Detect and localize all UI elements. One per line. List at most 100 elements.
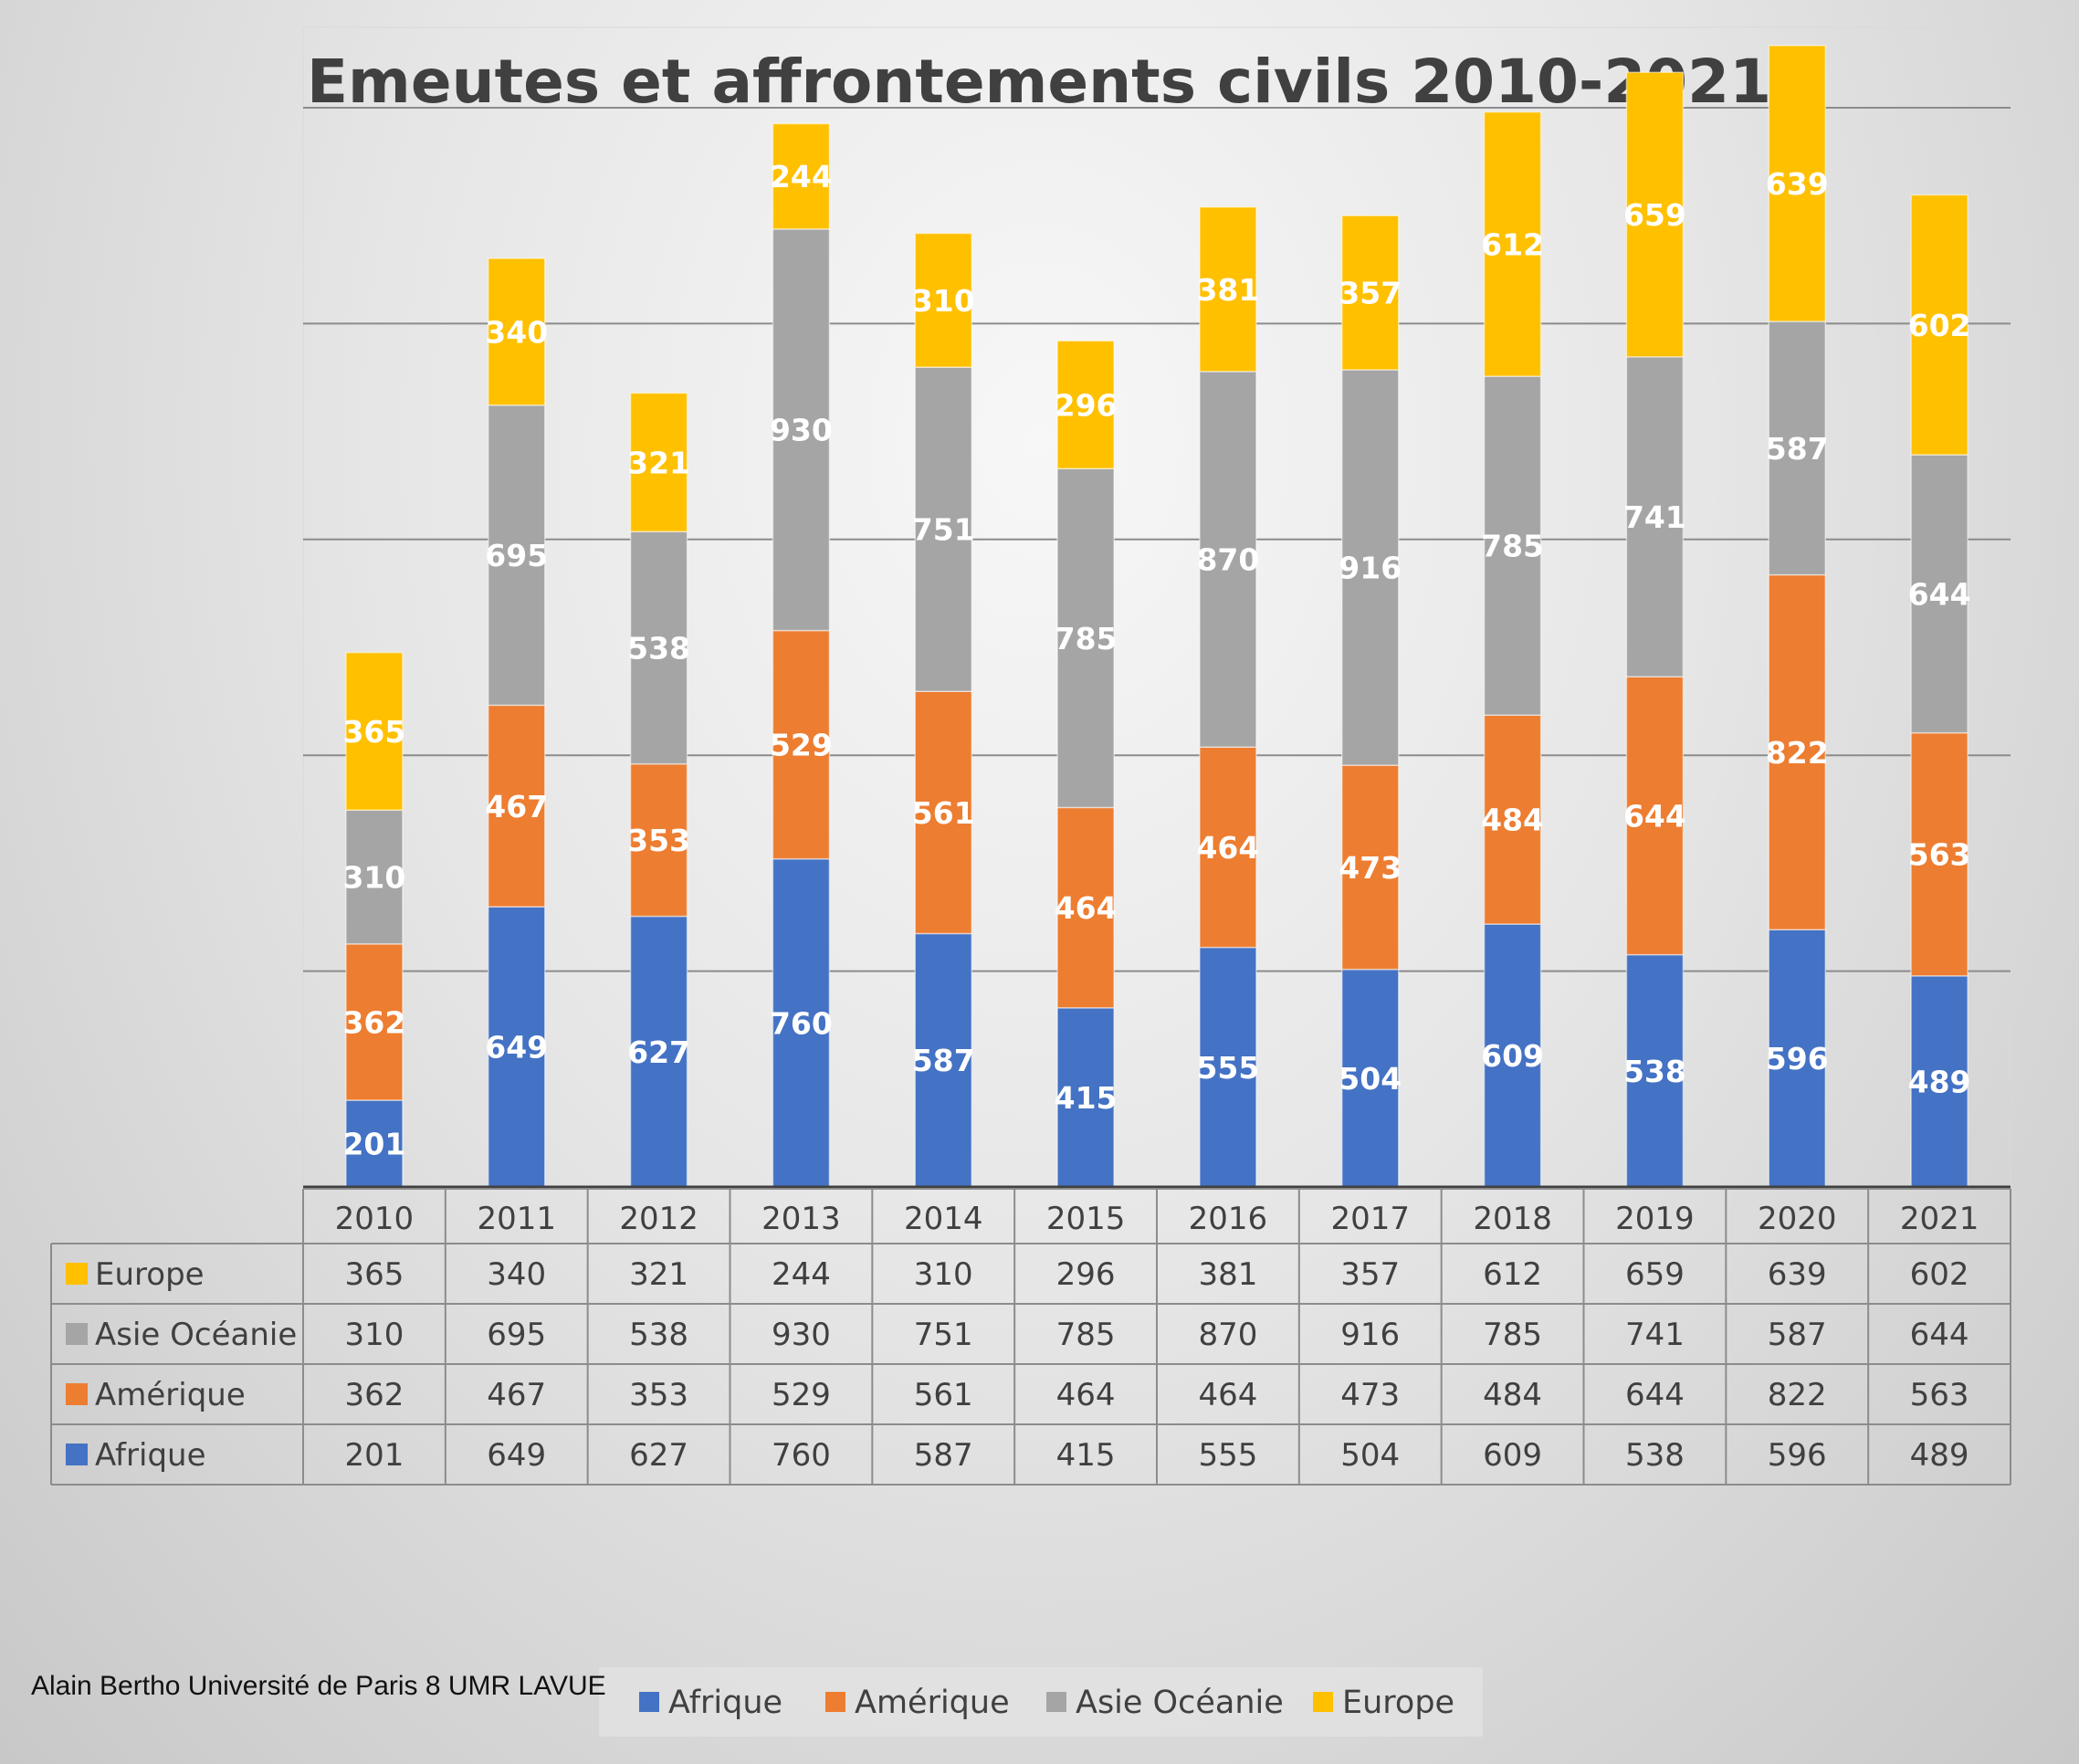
table-cell: 609 (1483, 1437, 1542, 1474)
bar-europe-2012 (629, 392, 688, 533)
table-cell: 244 (772, 1256, 831, 1293)
legend-entry: Amérique (855, 1685, 1010, 1721)
data-label: 362 (342, 1004, 405, 1040)
bar-afrique-2019 (1625, 953, 1685, 1188)
data-label: 916 (1339, 551, 1402, 586)
data-label: 489 (1908, 1064, 1971, 1099)
table-cell: 561 (914, 1377, 973, 1413)
data-label: 321 (627, 445, 690, 480)
legend-entry: Europe (1342, 1685, 1454, 1721)
data-label: 695 (485, 538, 548, 573)
x-tick-label: 2020 (1758, 1201, 1837, 1237)
table-cell: 321 (629, 1256, 688, 1293)
table-cell: 930 (772, 1317, 831, 1353)
data-label: 353 (627, 823, 690, 858)
table-cell: 538 (629, 1317, 688, 1353)
data-label: 357 (1339, 276, 1402, 311)
data-label: 587 (912, 1043, 975, 1078)
bar-amerique-2018 (1483, 714, 1542, 925)
plot-area-frame (302, 26, 2011, 1188)
table-cell: 365 (344, 1256, 404, 1293)
table-cell: 916 (1340, 1317, 1400, 1353)
table-legend-swatch (66, 1444, 88, 1465)
legend-swatch (639, 1692, 659, 1712)
data-label: 415 (1055, 1080, 1118, 1116)
table-cell: 785 (1483, 1317, 1542, 1353)
table-cell: 504 (1340, 1437, 1400, 1474)
bar-amerique-2010 (345, 943, 404, 1101)
table-cell: 538 (1625, 1437, 1685, 1474)
table-cell: 340 (487, 1256, 546, 1293)
x-tick-label: 2016 (1189, 1201, 1268, 1237)
data-label: 381 (1196, 272, 1259, 308)
bar-afrique-2012 (629, 915, 688, 1188)
legend-entry: Asie Océanie (1076, 1685, 1284, 1721)
bar-europe-2021 (1910, 194, 1969, 456)
data-label: 467 (485, 789, 548, 824)
table-cell: 627 (629, 1437, 688, 1474)
data-label: 538 (1623, 1054, 1686, 1089)
data-label: 538 (627, 630, 690, 666)
bar-afrique-2010 (345, 1099, 404, 1188)
bar-amerique-2021 (1910, 731, 1969, 977)
data-label: 760 (770, 1005, 833, 1041)
data-label: 473 (1339, 850, 1402, 886)
table-series-label: Amérique (95, 1377, 246, 1413)
x-tick-label: 2021 (1900, 1201, 1979, 1237)
data-label: 785 (1481, 529, 1544, 564)
table-cell: 644 (1910, 1317, 1969, 1353)
table-cell: 563 (1910, 1377, 1969, 1413)
data-label: 484 (1481, 803, 1544, 838)
bar-asie-oceanie-2013 (772, 228, 831, 632)
legend-box (599, 1667, 1483, 1737)
data-label: 504 (1339, 1061, 1402, 1097)
x-tick-label: 2019 (1615, 1201, 1695, 1237)
data-label: 201 (342, 1126, 405, 1161)
x-tick-label: 2010 (335, 1201, 415, 1237)
table-cell: 751 (914, 1317, 973, 1353)
legend-entry: Afrique (668, 1685, 782, 1721)
legend-swatch (825, 1692, 845, 1712)
data-label: 612 (1481, 226, 1544, 262)
table-cell: 415 (1056, 1437, 1116, 1474)
data-label: 561 (912, 795, 975, 831)
bar-afrique-2014 (914, 932, 972, 1188)
data-label: 659 (1623, 197, 1686, 233)
bar-europe-2013 (772, 122, 831, 230)
x-tick-label: 2014 (904, 1201, 983, 1237)
bar-amerique-2014 (914, 690, 972, 935)
x-tick-label: 2018 (1473, 1201, 1552, 1237)
bar-amerique-2012 (629, 762, 688, 918)
legend-swatch (1046, 1692, 1066, 1712)
data-label: 529 (770, 728, 833, 763)
table-cell: 201 (344, 1437, 404, 1474)
data-label: 627 (627, 1034, 690, 1070)
data-label: 296 (1055, 387, 1118, 423)
bar-europe-2017 (1341, 215, 1400, 371)
data-label: 822 (1766, 735, 1829, 771)
bar-asie-oceanie-2019 (1625, 356, 1685, 677)
table-cell: 362 (344, 1377, 404, 1413)
table-cell: 310 (914, 1256, 973, 1293)
table-cell: 489 (1910, 1437, 1969, 1474)
x-tick-label: 2017 (1330, 1201, 1410, 1237)
table-cell: 587 (1768, 1317, 1827, 1353)
bar-asie-oceanie-2012 (629, 530, 688, 765)
table-cell: 473 (1340, 1377, 1400, 1413)
bar-asie-oceanie-2018 (1483, 375, 1542, 716)
bar-europe-2014 (914, 232, 972, 368)
table-cell: 555 (1198, 1437, 1257, 1474)
data-label: 644 (1623, 798, 1686, 834)
chart-title: Emeutes et affrontements civils 2010-202… (307, 47, 1771, 117)
data-label: 649 (485, 1030, 548, 1066)
bar-amerique-2015 (1056, 806, 1115, 1009)
table-cell: 659 (1625, 1256, 1685, 1293)
legend-swatch (1313, 1692, 1333, 1712)
table-cell: 529 (772, 1377, 831, 1413)
table-cell: 822 (1768, 1377, 1827, 1413)
table-cell: 644 (1625, 1377, 1685, 1413)
bar-europe-2011 (488, 257, 546, 406)
table-cell: 760 (772, 1437, 831, 1474)
bar-asie-oceanie-2017 (1341, 369, 1400, 766)
